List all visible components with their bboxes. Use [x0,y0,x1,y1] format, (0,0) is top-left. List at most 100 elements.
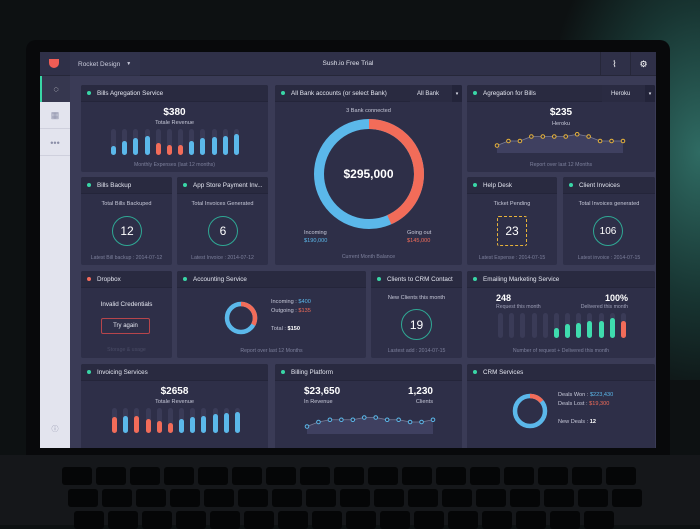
chevron-down-icon: ▼ [126,61,132,67]
billing-line-chart [304,415,436,434]
bills-label: Heroku [551,121,571,127]
metric-label: Total Invoices Generated [191,201,254,207]
incoming-label: Incoming [304,230,327,236]
line-point [506,138,511,144]
card-header: Help Desk [467,177,557,194]
tickets-box: 23 [497,216,527,246]
incoming-label: Incoming : [271,299,297,305]
outgoing-label: Going out [407,230,432,236]
card-footer: Lastest add : 2014-07-15 [387,348,446,354]
deals-won-row: Deals Won : $223,430 [558,392,613,398]
logo-icon[interactable] [49,59,59,68]
card-title: Clients to CRM Contact [387,275,453,283]
card-header: Emailing Marketing Service [467,271,655,288]
keyboard-key [312,511,342,529]
outgoing-slice [224,301,258,335]
bar [587,320,593,338]
revenue-label: Totale Revenue [155,120,194,126]
card-title: Emailing Marketing Service [483,275,560,283]
invoicing-card: Invoicing Services $2658 Totale Revenue [81,364,268,448]
bar-track [553,313,559,338]
status-dot [281,91,285,95]
bar-track [222,129,228,155]
deals-lost-label: Deals Lost : [558,401,588,407]
new-deals-row: New Deals : 12 [558,419,596,425]
keyboard-key [550,511,580,529]
outgoing-row: Outgoing : $135 [271,308,311,314]
keyboard-key [96,467,126,485]
status-dot [87,277,91,281]
monthly-expenses-bars [108,129,242,155]
card-title: Agregation for Bills [483,89,536,97]
bank-select[interactable]: All Bank ▾ [410,85,462,102]
keyboard-key [232,467,262,485]
help-icon[interactable]: ⓘ [51,426,59,433]
bar-track [112,408,118,433]
bar-track [179,408,185,433]
bar-track [598,313,604,338]
keyboard-key [436,467,466,485]
total-label: Total : [271,326,286,332]
project-selector[interactable]: Rocket Design ▼ [70,52,140,76]
keyboard-key [210,511,240,529]
bar [212,414,218,433]
keyboard-key [164,467,194,485]
line-point [384,417,390,423]
accounting-card: Accounting Service Incoming : $400 Outgo… [177,271,366,358]
requests-value: 248 [496,293,512,303]
try-again-button[interactable]: Try again [101,318,150,334]
deals-won-label: Deals Won : [558,392,589,398]
line-area [307,417,433,434]
line-point [529,134,534,139]
keyboard-key [266,467,296,485]
app-store-card: App Store Payment Inv... Total Invoices … [177,177,268,265]
status-dot [473,183,477,187]
new-deals-label: New Deals : [558,419,589,425]
bar [576,322,582,338]
chevron-down-icon: ▾ [645,85,655,102]
more-icon[interactable]: ••• [40,130,70,156]
status-dot [87,370,91,374]
bar [122,140,128,155]
bar [190,416,196,433]
status-dot [473,277,477,281]
bar-track [166,129,172,155]
bar [189,140,195,155]
delivered-value: 100% [604,293,628,303]
status-dot [183,183,187,187]
card-title: Help Desk [483,181,513,189]
line-point [597,138,603,144]
keyboard-key [68,489,98,507]
metric-label: Ticket Pending [493,201,531,207]
bar [620,320,626,338]
keyboard-key [278,511,308,529]
bar [598,320,604,338]
keyboard-key [62,467,92,485]
line-point [361,415,367,420]
bar-track [620,313,626,338]
total-balance: $295,000 [343,167,394,181]
crm-contact-card: Clients to CRM Contact New Clients this … [371,271,462,358]
provider-select[interactable]: Heroku ▾ [602,85,655,102]
card-header: Billing Platform [275,364,462,381]
metric-label: Total Invoices generated [578,201,640,207]
activity-icon[interactable]: ⌇ [600,52,628,76]
bar [111,145,117,155]
bar [156,420,162,433]
project-name: Rocket Design [78,60,121,68]
card-header: Bills Backup [81,177,172,194]
outgoing-label: Outgoing : [271,308,297,314]
line-point [339,417,344,423]
grid-icon[interactable]: ▦ [40,103,70,129]
keyboard-key [198,467,228,485]
card-footer: Storage & usage [107,347,146,353]
bills-agregation-card: Bills Agregation Service $380 Totale Rev… [81,85,268,172]
line-point [609,138,614,144]
card-header: Dropbox [81,271,172,288]
bar-track [609,313,615,338]
dashboard-icon[interactable]: ◌ [40,76,70,102]
outgoing-value: $135 [298,308,311,314]
bar [565,324,571,338]
card-title: Accounting Service [193,275,247,283]
gear-icon[interactable]: ⚙ [630,52,656,76]
